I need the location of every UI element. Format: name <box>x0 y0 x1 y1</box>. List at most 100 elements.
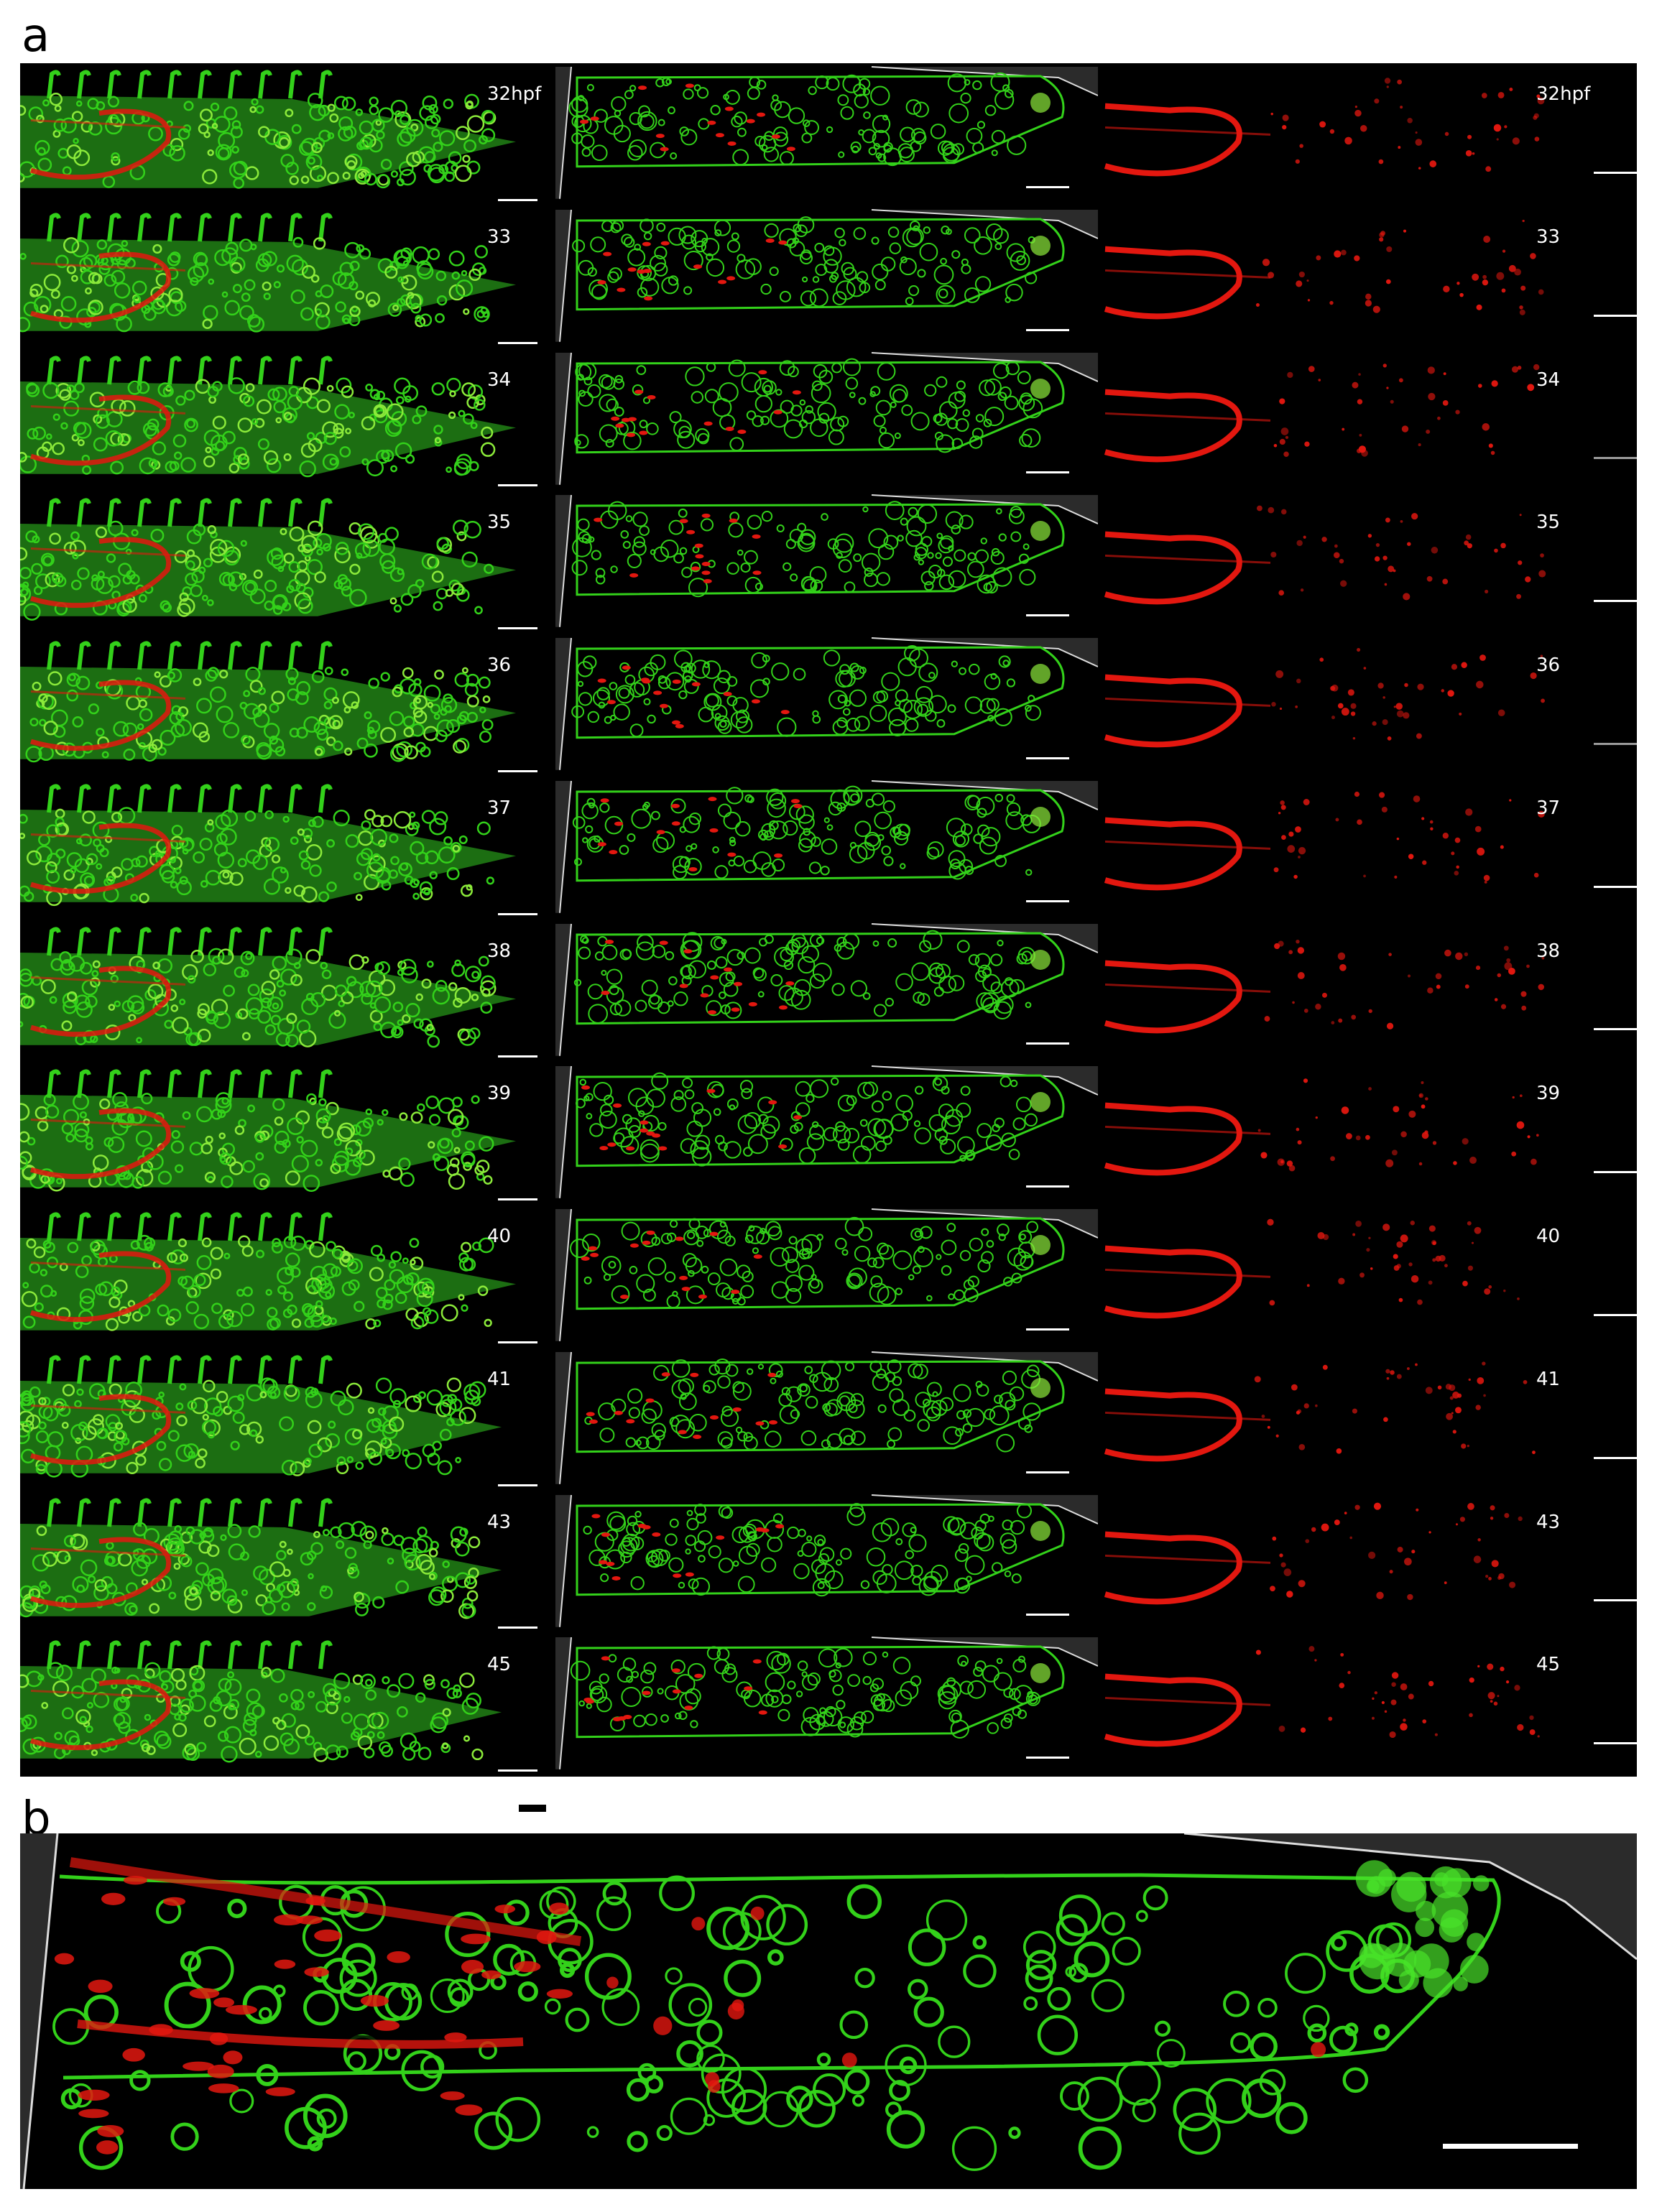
microscopy-image <box>555 922 1098 1056</box>
timepoint-label: 33 <box>1536 226 1561 248</box>
panel-a-timelapse-grid: 32hpf 32hpf 33 33 34 34 35 35 36 36 37 37 38 38 39 39 40… <box>20 63 1637 1777</box>
timepoint-label: 35 <box>487 512 512 534</box>
microscopy-image <box>20 498 516 621</box>
scale-bar <box>498 1484 537 1486</box>
microscopy-image <box>555 351 1098 485</box>
timepoint-label: 39 <box>487 1083 512 1105</box>
timepoint-label: 33 <box>487 226 512 248</box>
scale-bar <box>1594 1171 1637 1173</box>
timepoint-label: 39 <box>1536 1083 1561 1105</box>
timepoint-label: 38 <box>487 940 512 962</box>
scale-bar <box>1026 1757 1069 1759</box>
image-tile-red: 43 <box>1098 1491 1637 1634</box>
microscopy-image <box>555 1637 1098 1770</box>
microscopy-image <box>1104 1502 1523 1604</box>
image-tile-red: 39 <box>1098 1063 1637 1206</box>
microscopy-image <box>1104 1646 1540 1747</box>
scale-bar <box>498 627 537 629</box>
image-tile-green-section <box>555 63 1098 206</box>
scale-bar <box>1594 1456 1637 1459</box>
microscopy-image <box>1104 1078 1539 1176</box>
timepoint-label: 43 <box>487 1511 512 1533</box>
microscopy-image <box>1104 939 1545 1033</box>
image-tile-merged: 34 <box>20 349 555 492</box>
microscopy-image <box>20 1212 516 1331</box>
timepoint-label: 41 <box>487 1368 512 1390</box>
timepoint-label: 34 <box>487 369 512 391</box>
microscopy-image <box>555 1494 1098 1627</box>
scale-bar <box>1594 1599 1637 1602</box>
image-tile-red: 35 <box>1098 491 1637 634</box>
image-tile-red: 32hpf <box>1098 63 1637 206</box>
image-tile-red: 34 <box>1098 349 1637 492</box>
image-tile-merged: 45 <box>20 1634 555 1777</box>
microscopy-image <box>20 355 516 477</box>
timepoint-label: 40 <box>1536 1226 1561 1247</box>
scale-bar <box>1594 314 1637 317</box>
timepoint-label: 37 <box>1536 797 1561 819</box>
scale-bar <box>1026 1614 1069 1616</box>
image-tile-merged: 37 <box>20 777 555 920</box>
image-tile-green-section <box>555 634 1098 777</box>
image-tile-green-section <box>555 1063 1098 1206</box>
image-tile-merged: 43 <box>20 1491 555 1634</box>
image-tile-green-section <box>555 206 1098 349</box>
microscopy-image <box>1104 78 1545 177</box>
image-tile-green-section <box>555 777 1098 920</box>
microscopy-image <box>555 779 1098 913</box>
microscopy-image <box>555 494 1098 628</box>
microscopy-image <box>20 1069 516 1193</box>
image-tile-green-section <box>555 1206 1098 1348</box>
scale-bar <box>1026 1471 1069 1473</box>
scale-bar <box>498 198 537 201</box>
scale-bar <box>1594 742 1637 745</box>
scale-bar <box>498 341 537 344</box>
scale-bar <box>498 1341 537 1343</box>
scale-bar <box>1026 1328 1069 1331</box>
microscopy-image <box>20 213 516 333</box>
scale-bar <box>1594 1313 1637 1316</box>
scale-bar <box>1026 1042 1069 1045</box>
timepoint-label: 35 <box>1536 512 1561 534</box>
image-tile-merged: 33 <box>20 206 555 349</box>
microscopy-image <box>555 66 1098 199</box>
zoom-image <box>20 1833 1637 2189</box>
image-tile-merged: 41 <box>20 1348 555 1491</box>
image-tile-green-section <box>555 1348 1098 1491</box>
microscopy-image <box>555 208 1098 342</box>
scale-bar <box>1594 171 1637 174</box>
microscopy-image <box>20 926 516 1047</box>
timepoint-label: 36 <box>487 654 512 676</box>
timepoint-label: 32hpf <box>1536 83 1591 105</box>
image-tile-green-section <box>555 491 1098 634</box>
timepoint-label: 36 <box>1536 654 1561 676</box>
microscopy-image <box>1104 791 1545 891</box>
microscopy-image <box>555 1208 1098 1341</box>
image-tile-merged: 39 <box>20 1063 555 1206</box>
image-tile-merged: 36 <box>20 634 555 777</box>
scale-bar <box>1026 756 1069 759</box>
scale-bar <box>498 1198 537 1200</box>
microscopy-image <box>20 641 516 763</box>
scale-bar <box>1026 328 1069 331</box>
microscopy-image <box>20 1497 502 1619</box>
image-tile-red: 36 <box>1098 634 1637 777</box>
timepoint-label: 38 <box>1536 940 1561 962</box>
image-tile-red: 37 <box>1098 777 1637 920</box>
panel-b-zoomed-section <box>20 1833 1637 2189</box>
microscopy-image <box>1104 1361 1536 1462</box>
image-tile-merged: 38 <box>20 920 555 1063</box>
image-tile-red: 40 <box>1098 1206 1637 1348</box>
image-tile-red: 45 <box>1098 1634 1637 1777</box>
scale-bar <box>1026 471 1069 474</box>
scale-bar <box>498 1055 537 1058</box>
microscopy-image <box>1104 505 1546 605</box>
scale-bar <box>498 912 537 915</box>
microscopy-image <box>1104 1218 1520 1319</box>
microscopy-image <box>1104 647 1546 748</box>
scale-bar <box>1443 2144 1578 2149</box>
microscopy-image <box>555 1351 1098 1484</box>
timepoint-label: 37 <box>487 797 512 819</box>
scale-bar <box>1594 1742 1637 1744</box>
panel-a-letter: a <box>22 9 50 63</box>
